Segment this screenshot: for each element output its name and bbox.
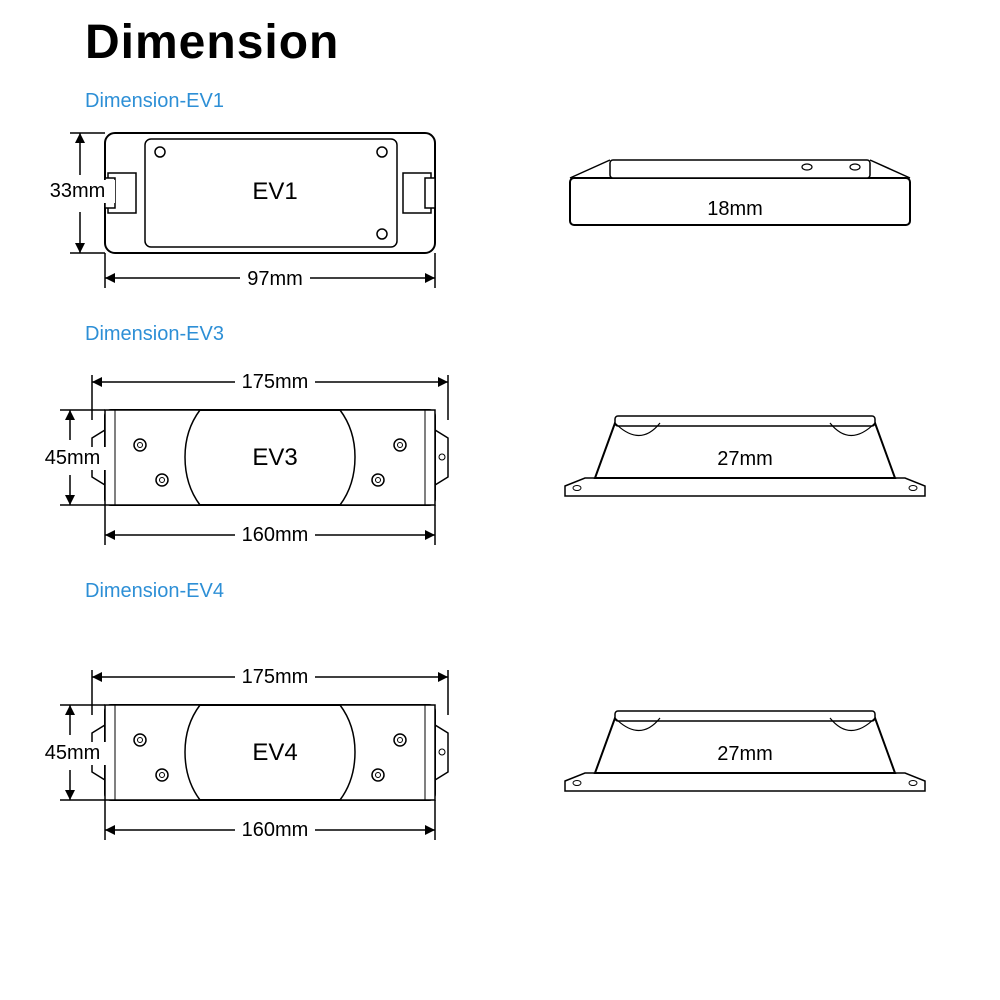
ev3-model-label: EV3: [245, 444, 305, 472]
ev4-height-label: 45mm: [35, 742, 110, 765]
ev1-side-height-label: 18mm: [700, 198, 770, 221]
ev4-width-top-label: 175mm: [235, 666, 315, 689]
subtitle-ev3: Dimension-EV3: [85, 323, 224, 346]
ev4-width-bottom-label: 160mm: [235, 819, 315, 842]
ev3-side-height-label: 27mm: [710, 448, 780, 471]
ev3-width-bottom-label: 160mm: [235, 524, 315, 547]
subtitle-ev1: Dimension-EV1: [85, 90, 224, 113]
ev1-model-label: EV1: [245, 178, 305, 206]
ev3-height-label: 45mm: [35, 447, 110, 470]
page-title: Dimension: [85, 15, 339, 70]
ev4-side-height-label: 27mm: [710, 743, 780, 766]
ev1-height-label: 33mm: [40, 180, 115, 203]
ev3-width-top-label: 175mm: [235, 371, 315, 394]
ev4-model-label: EV4: [245, 739, 305, 767]
subtitle-ev4: Dimension-EV4: [85, 580, 224, 603]
ev1-width-label: 97mm: [240, 268, 310, 291]
